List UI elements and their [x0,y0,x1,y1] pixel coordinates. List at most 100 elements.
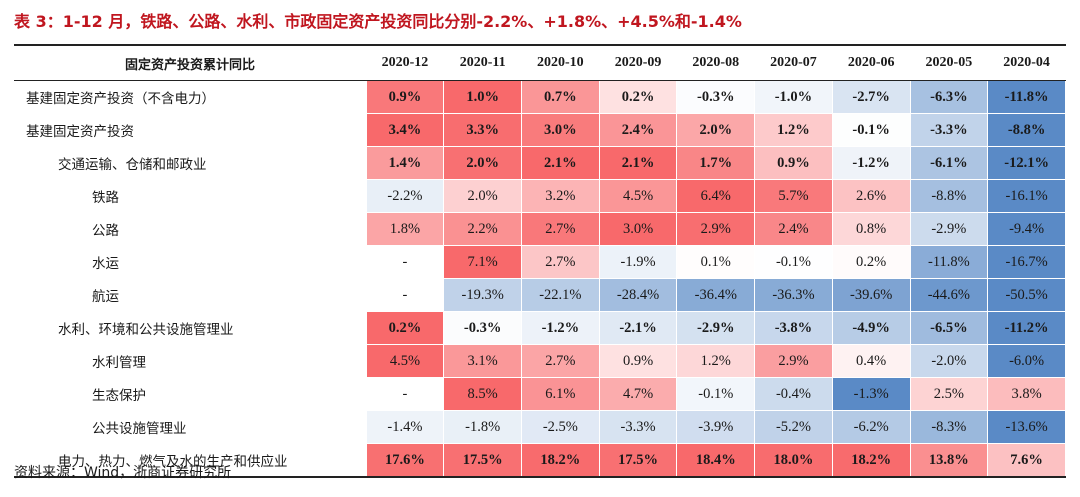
table-cell: -2.1% [598,311,678,345]
table-cell: -1.3% [831,377,911,411]
table-cell: 7.1% [443,245,522,279]
table-cell: 2.5% [909,377,989,411]
table-cell: -11.8% [909,245,989,279]
row-label: 公路 [92,223,119,239]
table-cell: 6.4% [676,179,756,213]
table-cell: 0.2% [365,311,445,345]
row-label: 交通运输、仓储和邮政业 [58,157,207,173]
row-label: 电力、热力、燃气及水的生产和供应业 [14,443,367,478]
table-cell: 3.0% [598,212,678,246]
table-cell: 0.7% [521,80,600,114]
table-cell: -0.1% [676,377,756,411]
table-cell: 2.0% [676,113,756,147]
table-row: 基建固定资产投资 3.4% 3.3% 3.0% 2.4% 2.0% 1.2% -0.1% -3.… [14,113,1066,147]
row-label: 航运 [92,289,119,305]
table-cell: 2.2% [443,212,522,246]
table-cell: 3.8% [987,377,1066,411]
column-header: 2020-04 [987,44,1066,81]
table-cell: -5.2% [754,410,833,444]
table-cell: 0.4% [831,344,911,378]
table-cell: 2.0% [443,146,522,180]
table-row: 公共设施管理业 -1.4% -1.8% -2.5% -3.3% -3.9% -5.2% -6.… [14,410,1066,444]
table-cell: 2.9% [676,212,756,246]
table-cell: 0.9% [598,344,678,378]
table-cell: - [365,278,445,312]
table-cell: -1.2% [831,146,911,180]
header-row: 固定资产投资累计同比 2020-12 2020-11 2020-10 2020-… [14,44,1066,81]
table-cell: 6.1% [521,377,600,411]
table-cell: -44.6% [909,278,989,312]
table-cell: -2.2% [365,179,445,213]
table-cell: 2.0% [443,179,522,213]
table-row: 基建固定资产投资（不含电力） 0.9% 1.0% 0.7% 0.2% -0.3% -1.0%… [14,80,1066,114]
table-cell: -11.8% [987,80,1066,114]
table-cell: 3.3% [443,113,522,147]
table-cell: 2.1% [598,146,678,180]
table-cell: -2.9% [676,311,756,345]
table-cell: 4.5% [598,179,678,213]
table-cell: 3.4% [365,113,445,147]
table-cell: 1.4% [365,146,445,180]
table-cell: 0.8% [831,212,911,246]
table-row: 水运 -7.1% 2.7% -1.9% 0.1% -0.1% 0.2% -11.8% -16.7… [14,245,1066,279]
row-label: 水利、环境和公共设施管理业 [58,322,234,338]
row-label: 基建固定资产投资 [26,124,134,140]
table-cell: 13.8% [909,443,989,478]
table-cell: 17.5% [598,443,678,478]
table-cell: 2.4% [754,212,833,246]
table-cell: -6.5% [909,311,989,345]
table-row: 水利管理 4.5% 3.1% 2.7% 0.9% 1.2% 2.9% 0.4% -2.0% -6.… [14,344,1066,378]
table-cell: -0.4% [754,377,833,411]
column-header: 2020-10 [521,44,600,81]
table-cell: 1.7% [676,146,756,180]
table-cell: -19.3% [443,278,522,312]
table-cell: 2.4% [598,113,678,147]
table-cell: -6.3% [909,80,989,114]
row-label: 生态保护 [92,388,146,404]
table-cell: -1.8% [443,410,522,444]
table-cell: -0.3% [443,311,522,345]
table-cell: -3.3% [909,113,989,147]
table-cell: -3.8% [754,311,833,345]
table-cell: 18.2% [831,443,911,478]
table-cell: -3.3% [598,410,678,444]
header-label: 固定资产投资累计同比 [14,44,367,81]
table-cell: -0.3% [676,80,756,114]
table-cell: -6.0% [987,344,1066,378]
table-cell: -0.1% [754,245,833,279]
table-cell: -50.5% [987,278,1066,312]
row-label: 铁路 [92,190,119,206]
data-table-wrapper: 固定资产投资累计同比 2020-12 2020-11 2020-10 2020-… [14,44,1066,478]
table-cell: 2.6% [831,179,911,213]
table-cell: 5.7% [754,179,833,213]
table-cell: -8.3% [909,410,989,444]
table-row: 生态保护 -8.5% 6.1% 4.7% -0.1% -0.4% -1.3% 2.5% 3.8% [14,377,1066,411]
table-cell: -11.2% [987,311,1066,345]
table-cell: 0.2% [831,245,911,279]
table-cell: 18.2% [521,443,600,478]
table-cell: -36.4% [676,278,756,312]
column-header: 2020-11 [443,44,522,81]
table-cell: - [365,245,445,279]
table-row: 公路 1.8% 2.2% 2.7% 3.0% 2.9% 2.4% 0.8% -2.9% -9.4% [14,212,1066,246]
table-cell: 17.6% [365,443,445,478]
table-cell: 4.7% [598,377,678,411]
table-cell: 2.7% [521,245,600,279]
table-row: 航运 - -19.3% -22.1% -28.4% -36.4% -36.3% -39.6% -… [14,278,1066,312]
table-cell: 1.0% [443,80,522,114]
table-cell: 3.2% [521,179,600,213]
column-header: 2020-05 [910,44,988,81]
table-cell: -8.8% [909,179,989,213]
table-cell: 2.7% [521,344,600,378]
table-cell: -4.9% [831,311,911,345]
table-cell: -39.6% [831,278,911,312]
table-cell: -2.9% [909,212,989,246]
table-cell: 0.9% [754,146,833,180]
table-body: 基建固定资产投资（不含电力） 0.9% 1.0% 0.7% 0.2% -0.3% -1.0%… [14,80,1066,478]
table-cell: -6.1% [909,146,989,180]
table-cell: -22.1% [521,278,600,312]
table-cell: - [365,377,445,411]
table-cell: -28.4% [598,278,678,312]
table-row: 电力、热力、燃气及水的生产和供应业 17.6% 17.5% 18.2% 17.5% 18.… [14,443,1066,478]
column-header: 2020-12 [366,44,444,81]
